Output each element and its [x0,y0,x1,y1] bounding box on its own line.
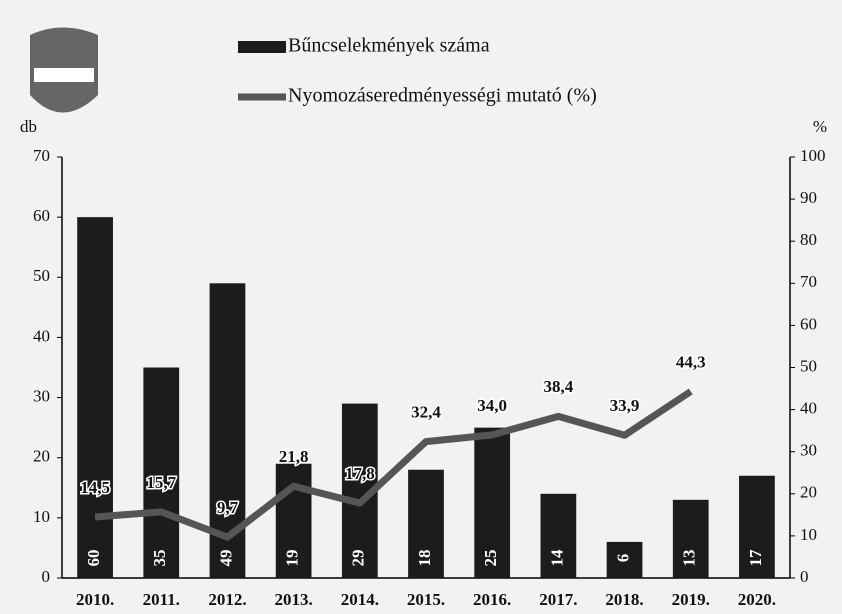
x-tick-label: 2020. [738,590,776,609]
y2-tick-label: 90 [800,188,817,207]
x-tick-label: 2017. [539,590,577,609]
y-tick-label: 50 [33,266,50,285]
line-value-label: 34,0 [477,396,507,415]
y2-tick-label: 30 [800,441,817,460]
y-tick-label: 30 [33,386,50,405]
bar-value-label: 17 [746,549,765,567]
line-value-label: 44,3 [676,352,706,371]
line-value-label: 14,5 [80,478,110,497]
x-tick-label: 2011. [143,590,180,609]
bar-value-label: 14 [547,549,566,567]
y2-tick-label: 50 [800,356,817,375]
legend-label: Nyomozáseredményességi mutató (%) [288,85,597,107]
x-tick-label: 2015. [407,590,445,609]
y2-tick-label: 40 [800,399,817,418]
y2-tick-label: 100 [800,146,826,165]
bar [408,469,444,578]
x-tick-label: 2012. [208,590,246,609]
bar [143,367,180,578]
y2-tick-label: 60 [800,314,817,333]
bar-value-label: 18 [415,550,434,567]
bar-value-label: 6 [613,554,632,563]
bar [606,541,643,578]
line-value-label: 17,8 [345,464,375,483]
emblem-stripe [34,68,94,82]
legend-swatch [238,41,286,53]
line-value-label: 9,7 [217,498,239,517]
line-value-label: 38,4 [543,377,573,396]
x-tick-label: 2016. [473,590,511,609]
bar-value-label: 35 [150,550,169,567]
bar-value-label: 29 [349,550,368,567]
x-tick-label: 2018. [605,590,643,609]
bar-value-label: 60 [84,550,103,567]
y2-tick-label: 20 [800,483,817,502]
y-tick-label: 60 [33,206,50,225]
line [94,388,693,541]
y2-tick-label: 70 [800,272,817,291]
y-tick-label: 10 [33,507,50,526]
y2-axis-title: % [813,117,827,136]
bar-value-label: 25 [481,550,500,567]
bar [474,427,511,578]
bar-value-label: 49 [216,550,235,567]
x-tick-label: 2014. [341,590,379,609]
bar-value-label: 19 [283,550,302,567]
bar [739,475,775,578]
y2-tick-label: 80 [800,230,817,249]
x-tick-label: 2010. [76,590,114,609]
y-axis-title: db [20,117,37,136]
bar [77,217,113,578]
y-tick-label: 40 [33,326,50,345]
line-value-label: 32,4 [411,403,441,422]
y-tick-label: 0 [42,567,51,586]
x-tick-label: 2013. [275,590,313,609]
line-value-label: 15,7 [146,473,176,492]
bar-value-label: 13 [680,550,699,567]
y-tick-label: 20 [33,447,50,466]
x-tick-label: 2019. [672,590,710,609]
y-tick-label: 70 [33,146,50,165]
y2-tick-label: 10 [800,525,817,544]
line-value-label: 21,8 [279,447,309,466]
legend-label: Bűncselekmények száma [288,35,490,57]
y2-tick-label: 0 [800,567,809,586]
bar [672,499,709,578]
bar [540,493,577,578]
line-value-label: 33,9 [610,396,640,415]
